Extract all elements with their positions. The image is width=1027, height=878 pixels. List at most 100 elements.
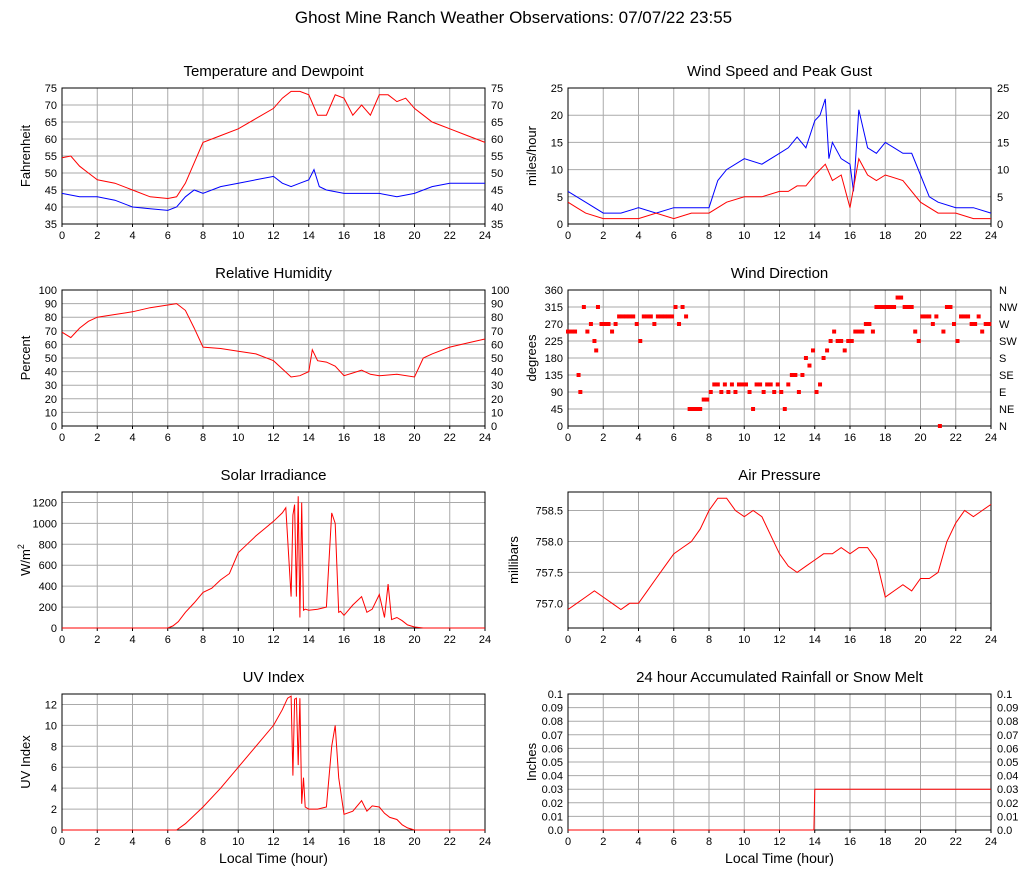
x-tick-label: 4	[635, 230, 641, 242]
data-point	[814, 390, 819, 394]
x-tick-label: 20	[914, 230, 926, 242]
x-tick-label: 12	[267, 836, 279, 848]
y-tick-label: 45	[551, 404, 563, 416]
data-point	[842, 348, 847, 353]
data-point	[726, 390, 731, 394]
y-tick-label: 0.03	[542, 784, 563, 796]
y-tick-label-right: 40	[491, 202, 503, 214]
y-axis-label: miles/hour	[524, 125, 539, 186]
x-tick-label: 2	[94, 634, 100, 646]
y-tick-label: 65	[45, 117, 57, 129]
y-tick-label: 0	[51, 623, 57, 635]
x-tick-label: 24	[479, 836, 491, 848]
data-point	[987, 322, 992, 326]
data-point	[765, 382, 770, 387]
x-tick-label: 10	[232, 634, 244, 646]
data-point	[920, 314, 925, 319]
y-tick-label-right: 60	[491, 134, 503, 146]
data-point	[740, 382, 745, 387]
compass-label: NE	[999, 404, 1014, 416]
data-point	[789, 373, 794, 377]
data-point	[941, 329, 946, 334]
data-point	[775, 382, 780, 387]
data-point	[902, 305, 907, 309]
data-point	[807, 363, 812, 368]
y-tick-label: 1200	[33, 497, 57, 509]
data-point	[733, 390, 738, 394]
data-point	[698, 407, 703, 411]
data-point	[627, 314, 632, 319]
data-point	[613, 322, 618, 326]
x-tick-label: 22	[950, 634, 962, 646]
y-tick-label: 90	[45, 299, 57, 311]
y-tick-label-right: 90	[491, 299, 503, 311]
x-tick-label: 18	[373, 634, 385, 646]
data-point	[687, 407, 692, 411]
data-point	[645, 314, 650, 319]
y-axis-label: Inches	[524, 742, 539, 781]
x-tick-label: 18	[373, 836, 385, 848]
y-tick-label: 50	[45, 168, 57, 180]
data-point	[715, 382, 720, 387]
y-tick-label-right: 80	[491, 312, 503, 324]
y-tick-label-right: 70	[491, 326, 503, 338]
data-point	[677, 322, 682, 326]
x-tick-label: 24	[985, 836, 997, 848]
data-point	[712, 382, 717, 387]
data-point	[895, 295, 900, 300]
y-tick-label-right: 55	[491, 151, 503, 163]
data-point	[849, 339, 854, 343]
y-tick-label: 15	[551, 137, 563, 149]
y-tick-label-right: 100	[491, 285, 509, 297]
series-line	[61, 303, 486, 378]
series-line	[567, 497, 992, 611]
data-point	[870, 329, 875, 334]
y-axis-label: millibars	[506, 536, 521, 584]
compass-label: NW	[999, 302, 1018, 314]
x-tick-label: 12	[773, 230, 785, 242]
y-axis-label: UV Index	[18, 735, 33, 789]
data-point	[680, 305, 685, 309]
y-tick-label-right: 15	[997, 137, 1009, 149]
data-point	[888, 305, 893, 309]
data-point	[948, 305, 953, 309]
y-tick-label: 60	[45, 134, 57, 146]
y-tick-label-right: 20	[491, 394, 503, 406]
y-tick-label: 0.04	[542, 771, 563, 783]
x-tick-label: 10	[232, 230, 244, 242]
y-tick-label: 1000	[33, 518, 57, 530]
y-tick-label: 0.02	[542, 798, 563, 810]
data-point	[839, 339, 844, 343]
data-point	[652, 322, 657, 326]
x-tick-label: 6	[671, 634, 677, 646]
x-tick-label: 10	[232, 432, 244, 444]
y-tick-label: 757.5	[535, 567, 563, 579]
data-point	[828, 339, 833, 343]
data-point	[818, 382, 823, 387]
y-tick-label-right: 10	[491, 407, 503, 419]
x-tick-label: 12	[267, 230, 279, 242]
data-point	[973, 322, 978, 326]
y-tick-label-right: 0.05	[997, 757, 1018, 769]
x-tick-label: 20	[408, 230, 420, 242]
x-tick-label: 22	[950, 432, 962, 444]
data-point	[892, 305, 897, 309]
data-point	[906, 305, 911, 309]
y-tick-label: 35	[45, 219, 57, 231]
compass-label: N	[999, 421, 1007, 433]
x-tick-label: 0	[565, 634, 571, 646]
y-tick-label: 0	[557, 219, 563, 231]
page-title: Ghost Mine Ranch Weather Observations: 0…	[294, 8, 733, 27]
y-tick-label-right: 75	[491, 83, 503, 95]
compass-label: W	[999, 319, 1010, 331]
x-tick-label: 24	[479, 230, 491, 242]
data-point	[860, 329, 865, 334]
data-point	[962, 314, 967, 319]
y-tick-label: 180	[545, 353, 563, 365]
data-point	[684, 314, 689, 319]
